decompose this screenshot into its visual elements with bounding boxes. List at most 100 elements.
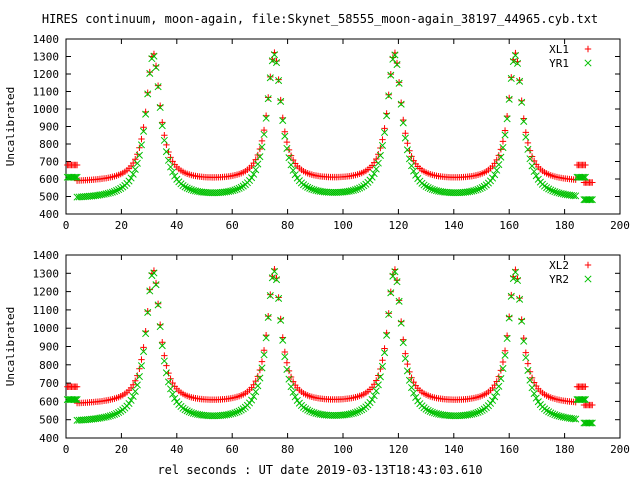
data-point — [268, 57, 276, 65]
data-point — [156, 103, 164, 112]
y-tick-label: 900 — [39, 121, 59, 134]
data-point — [551, 188, 559, 196]
data-point — [227, 187, 235, 195]
legend-marker — [584, 45, 592, 53]
data-point — [250, 159, 257, 167]
data-point — [499, 143, 507, 152]
data-point — [424, 184, 432, 192]
data-point — [349, 409, 357, 417]
data-point — [167, 154, 174, 161]
plot-frame — [65, 254, 621, 439]
data-point — [402, 130, 409, 137]
data-point — [260, 347, 268, 354]
data-point — [589, 179, 596, 186]
data-point — [254, 382, 262, 390]
x-tick-label: 160 — [499, 219, 519, 232]
x-tick-label: 60 — [226, 219, 239, 232]
data-point — [144, 90, 152, 98]
data-point — [570, 415, 578, 423]
x-tick-label: 200 — [610, 443, 630, 456]
data-point — [129, 170, 137, 178]
y-tick-label: 800 — [39, 359, 59, 372]
data-point — [144, 307, 151, 315]
x-tick-label: 100 — [333, 443, 353, 456]
data-point — [403, 367, 411, 375]
data-point — [511, 268, 519, 276]
data-point — [73, 161, 81, 169]
data-point — [387, 71, 395, 79]
x-tick-label: 140 — [444, 219, 464, 232]
data-point — [154, 300, 162, 307]
series-YR2 — [63, 267, 596, 427]
data-point — [235, 184, 243, 192]
data-point — [112, 187, 121, 195]
data-point — [310, 409, 318, 417]
data-point — [380, 128, 389, 136]
data-point — [532, 394, 540, 402]
data-point — [185, 408, 193, 416]
data-point — [380, 349, 389, 357]
data-point — [491, 393, 499, 401]
x-tick-label: 180 — [555, 219, 575, 232]
data-point — [366, 398, 374, 407]
data-point — [231, 409, 239, 417]
data-point — [189, 409, 197, 417]
data-point — [135, 373, 143, 381]
data-point — [397, 319, 405, 327]
data-point — [408, 383, 416, 392]
data-point — [258, 364, 266, 372]
data-point — [580, 173, 588, 181]
data-point — [372, 387, 380, 395]
legend-label: XL2 — [549, 259, 569, 272]
data-point — [508, 291, 515, 299]
data-point — [245, 399, 254, 407]
data-point — [262, 334, 270, 342]
data-point — [520, 334, 527, 342]
data-point — [397, 100, 405, 108]
data-point — [557, 189, 565, 198]
data-point — [312, 186, 320, 194]
data-point — [291, 171, 299, 179]
data-point — [389, 55, 397, 63]
data-point — [179, 181, 187, 190]
x-tick-label: 40 — [170, 219, 183, 232]
x-tick-label: 160 — [499, 443, 519, 456]
x-tick-label: 0 — [63, 219, 70, 232]
chart-title: HIRES continuum, moon-again, file:Skynet… — [41, 12, 599, 26]
data-point — [229, 186, 237, 195]
data-point — [495, 382, 503, 390]
data-point — [511, 51, 519, 59]
data-point — [160, 357, 168, 365]
data-point — [138, 356, 145, 363]
data-point — [428, 185, 436, 193]
data-point — [399, 339, 407, 347]
y-tick-label: 500 — [39, 414, 59, 427]
data-point — [385, 310, 393, 319]
data-point — [275, 294, 282, 301]
data-point — [279, 336, 287, 344]
data-point — [227, 410, 235, 418]
data-point — [472, 186, 480, 194]
data-point — [181, 183, 189, 191]
data-point — [183, 184, 191, 192]
data-point — [108, 411, 116, 419]
data-point — [281, 353, 289, 361]
data-point — [495, 160, 503, 169]
data-point — [345, 410, 353, 418]
data-point — [260, 351, 268, 359]
data-point — [127, 174, 135, 182]
data-point — [287, 161, 295, 169]
data-point — [131, 387, 139, 395]
data-point — [73, 396, 81, 404]
data-point — [102, 190, 110, 198]
data-point — [476, 185, 484, 193]
x-tick-label: 0 — [63, 443, 70, 456]
data-point — [146, 69, 154, 77]
data-point — [283, 138, 291, 146]
y-tick-label: 1000 — [33, 322, 60, 335]
x-tick-label: 80 — [281, 219, 294, 232]
data-point — [474, 185, 482, 193]
x-tick-label: 180 — [555, 443, 575, 456]
data-point — [100, 413, 108, 421]
data-point — [432, 410, 441, 418]
